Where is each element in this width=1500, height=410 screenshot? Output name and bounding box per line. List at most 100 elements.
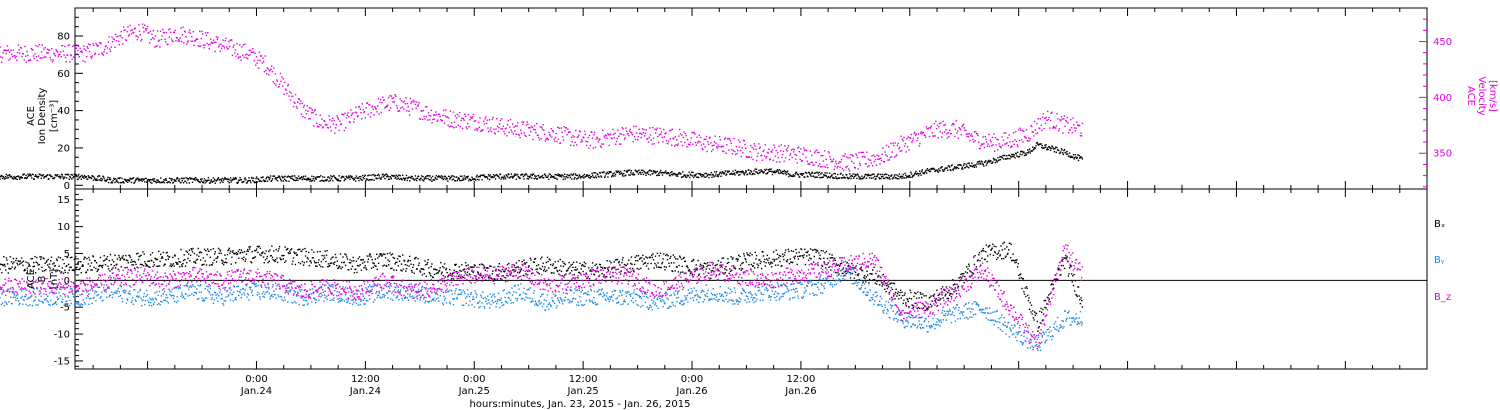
data-point (1027, 149, 1029, 151)
data-point (236, 182, 239, 184)
data-point (832, 177, 835, 179)
data-point (744, 257, 746, 260)
data-point (995, 144, 997, 146)
data-point (520, 269, 522, 271)
data-point (159, 46, 161, 48)
data-point (560, 265, 562, 267)
data-point (97, 269, 99, 271)
data-point (370, 174, 372, 176)
data-point (847, 177, 850, 180)
data-point (127, 262, 129, 264)
data-point (785, 249, 787, 251)
data-point (55, 49, 57, 51)
data-point (358, 180, 360, 182)
data-point (364, 117, 366, 119)
data-point (270, 68, 272, 70)
data-point (289, 176, 291, 178)
data-point (1078, 124, 1081, 127)
data-point (332, 117, 334, 119)
data-point (389, 252, 391, 254)
data-point (29, 173, 31, 175)
data-point (562, 139, 565, 141)
data-point (907, 175, 909, 177)
data-point (112, 38, 115, 40)
data-point (168, 256, 171, 258)
data-point (781, 253, 784, 255)
data-point (547, 175, 549, 177)
data-point (424, 264, 427, 266)
data-point (721, 150, 724, 152)
data-point (656, 266, 658, 268)
data-point (508, 262, 510, 265)
data-point (387, 259, 389, 261)
data-point (165, 41, 167, 43)
data-point (578, 271, 580, 274)
data-point (471, 117, 473, 120)
data-point (117, 35, 119, 38)
data-point (121, 256, 123, 258)
data-point (994, 158, 996, 161)
data-point (802, 153, 804, 155)
data-point (437, 272, 439, 274)
data-point (592, 147, 594, 149)
data-point (100, 177, 102, 180)
data-point (485, 116, 487, 118)
data-point (76, 266, 78, 268)
data-point (912, 137, 915, 140)
data-point (242, 44, 245, 46)
data-point (733, 137, 735, 140)
data-point (755, 148, 757, 151)
data-point (275, 84, 277, 86)
data-point (822, 155, 824, 157)
data-point (830, 175, 833, 177)
data-point (977, 134, 979, 137)
data-point (607, 134, 610, 136)
data-point (114, 254, 116, 256)
data-point (990, 141, 992, 143)
data-point (24, 55, 27, 57)
data-point (702, 143, 705, 145)
data-point (24, 268, 26, 271)
data-point (975, 166, 977, 168)
data-point (375, 265, 377, 267)
data-point (604, 134, 607, 136)
data-point (289, 91, 291, 93)
data-point (182, 182, 185, 184)
data-point (398, 174, 400, 176)
data-point (642, 132, 645, 134)
data-point (820, 250, 822, 252)
data-point (885, 144, 888, 147)
data-point (778, 145, 780, 147)
data-point (416, 177, 418, 179)
data-point (799, 255, 801, 257)
data-point (604, 137, 606, 139)
data-point (356, 115, 359, 118)
data-point (164, 38, 166, 40)
data-point (387, 175, 389, 178)
data-point (65, 173, 67, 176)
data-point (1006, 142, 1008, 144)
data-point (154, 46, 156, 48)
data-point (414, 103, 417, 106)
data-point (136, 266, 138, 268)
data-point (496, 118, 498, 120)
data-point (602, 143, 605, 145)
data-point (400, 269, 402, 271)
data-point (768, 148, 770, 150)
data-point (226, 46, 228, 48)
data-point (968, 133, 970, 135)
data-point (971, 135, 973, 137)
data-point (688, 171, 690, 173)
data-point (47, 258, 49, 261)
data-point (698, 134, 700, 137)
data-point (144, 261, 146, 263)
data-point (809, 174, 812, 176)
data-point (723, 150, 725, 153)
data-point (266, 176, 268, 178)
data-point (218, 46, 220, 48)
data-point (387, 96, 390, 99)
data-point (1059, 152, 1061, 154)
data-point (247, 54, 250, 57)
data-point (1005, 143, 1007, 145)
data-point (1011, 145, 1013, 148)
